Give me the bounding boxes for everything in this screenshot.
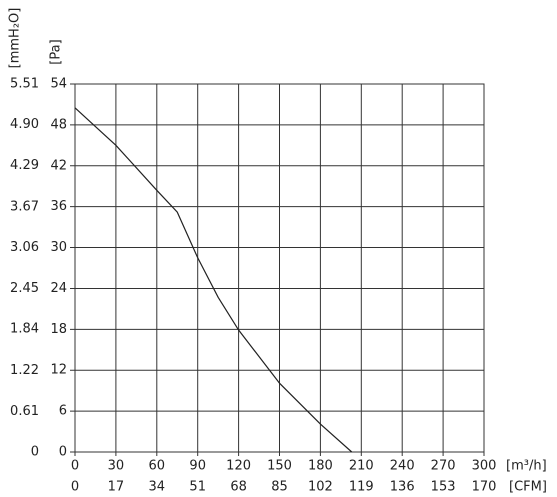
x-tick-label: 30 (108, 459, 125, 474)
plot-frame (74, 83, 485, 453)
x-tick-label: 180 (308, 459, 333, 474)
y2-tick-label: 0.61 (10, 404, 39, 419)
x2-tick-label: 102 (308, 480, 333, 495)
x2-tick-label: 170 (472, 480, 497, 495)
y2-tick-label: 3.67 (10, 199, 39, 214)
x-tick-label: 120 (226, 459, 251, 474)
y2-tick-label: 4.90 (10, 117, 39, 132)
y-axis-label: [Pa] (49, 39, 64, 64)
x-tick-label: 150 (267, 459, 292, 474)
y-tick-label: 18 (50, 322, 67, 337)
y-tick-label: 12 (50, 363, 67, 378)
y-tick-label: 24 (50, 281, 67, 296)
x2-axis-label: [CFM] (509, 480, 547, 495)
x2-tick-label: 17 (108, 480, 125, 495)
x2-tick-label: 51 (189, 480, 206, 495)
y-tick-label: 0 (59, 445, 67, 460)
y2-tick-label: 4.29 (10, 158, 39, 173)
x-tick-label: 210 (349, 459, 374, 474)
curve (74, 107, 353, 453)
y2-tick-label: 1.22 (10, 363, 39, 378)
x2-tick-label: 85 (271, 480, 288, 495)
y2-tick-label: 3.06 (10, 240, 39, 255)
x-tick-label: 240 (390, 459, 415, 474)
y2-tick-label: 0 (31, 445, 39, 460)
y-tick-label: 48 (50, 117, 67, 132)
x-tick-label: 270 (431, 459, 456, 474)
y2-tick-label: 5.51 (10, 77, 39, 92)
x2-tick-label: 34 (149, 480, 166, 495)
x-tick-label: 90 (189, 459, 206, 474)
y2-axis-label: [mmH₂O] (8, 8, 23, 69)
x2-tick-label: 0 (71, 480, 79, 495)
x2-tick-label: 119 (349, 480, 374, 495)
x-tick-label: 0 (71, 459, 79, 474)
x-tick-label: 300 (472, 459, 497, 474)
y2-tick-label: 1.84 (10, 322, 39, 337)
x2-tick-label: 153 (431, 480, 456, 495)
x2-tick-label: 136 (390, 480, 415, 495)
x-axis-label: [m³/h] (506, 459, 547, 474)
y-tick-label: 6 (59, 404, 67, 419)
y-tick-label: 42 (50, 158, 67, 173)
x2-tick-label: 68 (230, 480, 247, 495)
y-tick-label: 30 (50, 240, 67, 255)
y2-tick-label: 2.45 (10, 281, 39, 296)
y-tick-label: 36 (50, 199, 67, 214)
x-tick-label: 60 (149, 459, 166, 474)
y-tick-label: 54 (50, 77, 67, 92)
